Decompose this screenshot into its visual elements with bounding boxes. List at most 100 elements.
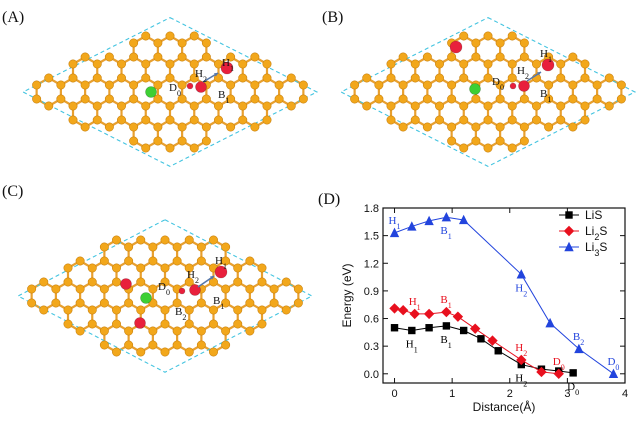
panel-b-atom: [544, 122, 554, 132]
panel-a-atom: [286, 101, 296, 111]
panel-a-atom: [92, 73, 102, 83]
panel-b-atom: [495, 94, 505, 104]
panel-c-atom: [160, 277, 170, 287]
panel-b-atom: [374, 80, 384, 90]
data-point-li2s: [452, 311, 464, 322]
panel-b-atom: [519, 136, 529, 146]
panel-a-atom: [80, 52, 90, 62]
panel-c-atom: [148, 256, 158, 266]
panel-a-atom: [298, 94, 308, 104]
panel-b-atom: [544, 94, 554, 104]
panel-a-atom: [165, 143, 175, 153]
panel-c-atom: [160, 305, 170, 315]
panel-a-atom: [68, 73, 78, 83]
panel-b-atom: [495, 136, 505, 146]
panel-a-atom: [286, 73, 296, 83]
panel-c-atom: [184, 277, 194, 287]
y-tick-label: 0.3: [364, 341, 379, 353]
panel-a-atom: [80, 80, 90, 90]
panel-b-atom: [471, 52, 481, 62]
panel-a-atom: [165, 115, 175, 125]
panel-c-atom: [257, 319, 267, 329]
panel-b-atom: [350, 94, 360, 104]
panel-a-atom: [238, 73, 248, 83]
panel-c-atom: [148, 326, 158, 336]
site-annotation: H2: [515, 373, 527, 389]
panel-a-center-atom: [145, 86, 157, 98]
panel-b-atom: [435, 73, 445, 83]
site-annotation: B1: [440, 294, 451, 310]
panel-b-site-d0: D0: [492, 76, 504, 92]
panel-a-atom: [92, 59, 102, 69]
panel-b-atom: [507, 101, 517, 111]
panel-c-atom: [208, 277, 218, 287]
panel-c-li-atom: [134, 317, 146, 329]
panel-c-atom: [99, 326, 109, 336]
panel-a-atom: [117, 73, 127, 83]
panel-a-atom: [104, 80, 114, 90]
panel-b-atom: [556, 101, 566, 111]
panel-b-atom: [580, 59, 590, 69]
panel-c-site-b1: B1: [213, 295, 224, 311]
panel-a-atom: [104, 94, 114, 104]
panel-b-atom: [471, 136, 481, 146]
panel-c-atom: [87, 319, 97, 329]
panel-a-atom: [298, 80, 308, 90]
data-point-li2s: [441, 306, 452, 318]
panel-c-li-atom: [214, 265, 228, 279]
panel-a-atom: [129, 136, 139, 146]
panel-c-atom: [184, 305, 194, 315]
panel-a-atom: [262, 101, 272, 111]
panel-b-atom: [447, 136, 457, 146]
panel-a-atom: [213, 115, 223, 125]
panel-a-atom: [189, 101, 199, 111]
panel-c-atom: [221, 326, 231, 336]
site-annotation: H1: [389, 215, 401, 231]
panel-a-atom: [165, 59, 175, 69]
panel-b-atom: [616, 80, 626, 90]
x-tick-label: 0: [391, 388, 397, 400]
data-point-li2s: [553, 368, 564, 379]
panel-a-atom: [250, 94, 260, 104]
panel-c-atom: [99, 298, 109, 308]
data-point-li2s: [516, 354, 527, 366]
panel-a-lattice: H1 H2 D0 B1: [21, 16, 319, 168]
panel-c-li-atom: [178, 287, 186, 295]
panel-b-atom: [386, 115, 396, 125]
panel-a-atom: [177, 122, 187, 132]
panel-b-atom: [422, 122, 432, 132]
panel-c-atom: [63, 319, 73, 329]
panel-c-atom: [124, 340, 134, 350]
panel-c-atom: [257, 277, 267, 287]
panel-b-atom: [495, 80, 505, 90]
panel-a-atom: [177, 136, 187, 146]
panel-b-atom: [495, 122, 505, 132]
panel-c-atom: [257, 305, 267, 315]
panel-b-atom: [556, 59, 566, 69]
panel-c-atom: [136, 263, 146, 273]
panel-a-atom: [189, 115, 199, 125]
panel-b-atom: [422, 52, 432, 62]
panel-a-atom: [153, 38, 163, 48]
panel-a-atom: [238, 115, 248, 125]
panel-b-atom: [471, 38, 481, 48]
data-point-lis: [459, 326, 468, 335]
panel-c-atom: [112, 235, 122, 245]
panel-b-atom: [398, 122, 408, 132]
panel-a-atom: [117, 101, 127, 111]
panel-a-atom: [56, 80, 66, 90]
panel-b-atom: [556, 115, 566, 125]
panel-b-atom: [568, 80, 578, 90]
panel-b-atom: [580, 101, 590, 111]
panel-b-atom: [568, 94, 578, 104]
panel-c-atom: [257, 263, 267, 273]
panel-b-atom: [374, 94, 384, 104]
data-point-lis: [390, 324, 399, 332]
y-tick-label: 0.9: [364, 286, 379, 298]
panel-c-site-h1: H1: [215, 255, 227, 271]
panel-c-path-arrow-head: [210, 276, 214, 280]
panel-b-atom: [519, 122, 529, 132]
panel-b-li-atom: [518, 80, 530, 92]
panel-a-atom: [226, 122, 236, 132]
panel-a-atom: [104, 122, 114, 132]
